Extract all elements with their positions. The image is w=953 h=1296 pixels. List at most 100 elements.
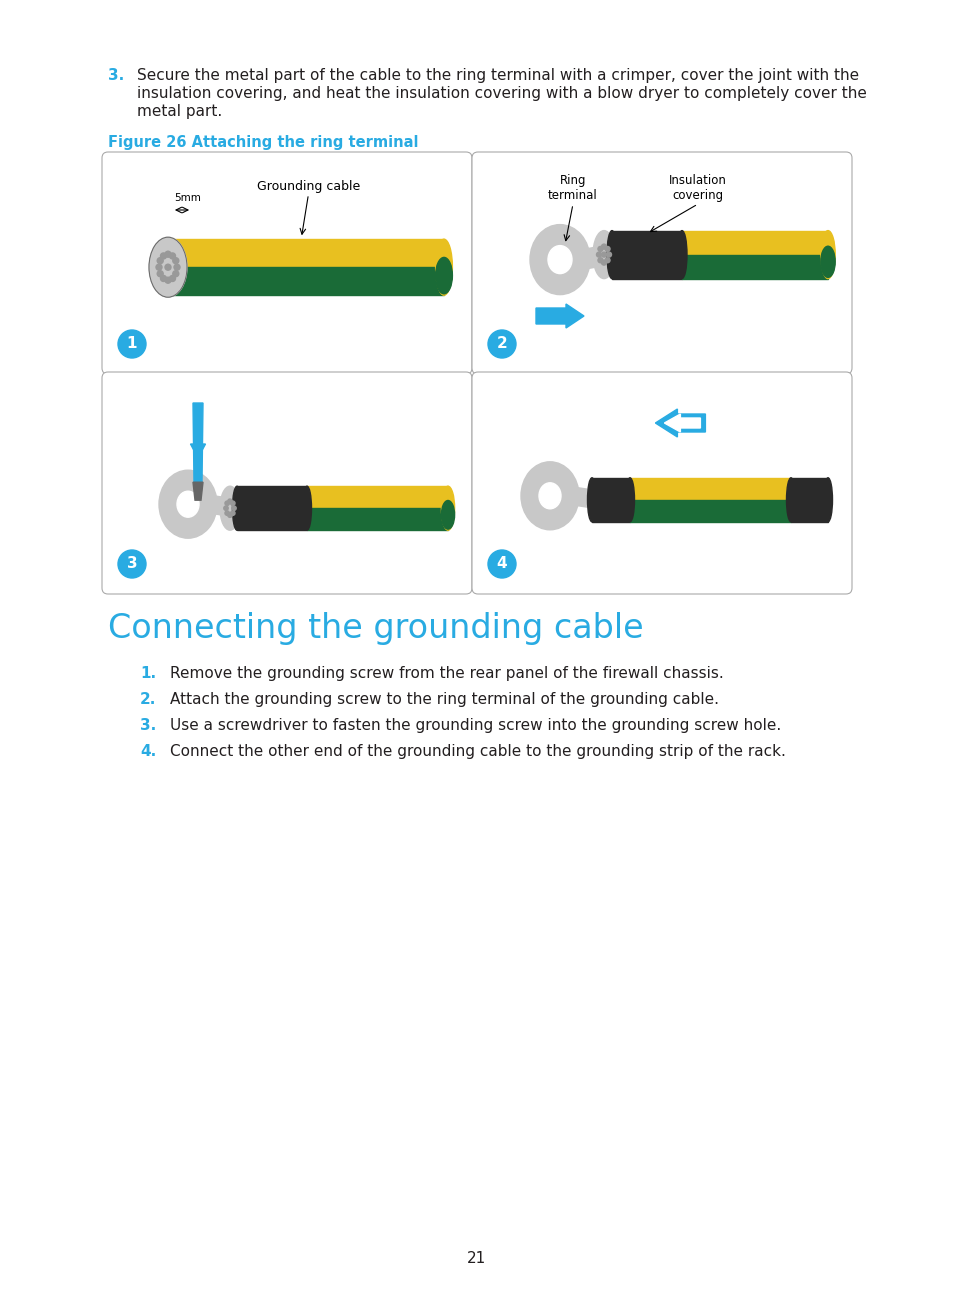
Ellipse shape — [436, 258, 452, 294]
Ellipse shape — [530, 224, 589, 294]
Ellipse shape — [822, 478, 832, 522]
Text: 4: 4 — [497, 556, 507, 572]
Text: 1: 1 — [127, 337, 137, 351]
Circle shape — [118, 330, 146, 358]
Circle shape — [488, 550, 516, 578]
Circle shape — [173, 264, 180, 270]
Polygon shape — [790, 478, 827, 522]
FancyBboxPatch shape — [472, 372, 851, 594]
Circle shape — [604, 258, 609, 263]
Text: insulation covering, and heat the insulation covering with a blow dryer to compl: insulation covering, and heat the insula… — [137, 86, 866, 101]
Circle shape — [118, 550, 146, 578]
Circle shape — [172, 271, 178, 277]
Ellipse shape — [233, 486, 241, 530]
Ellipse shape — [593, 231, 615, 279]
Text: 2: 2 — [497, 337, 507, 351]
Text: 5mm: 5mm — [173, 193, 201, 203]
Polygon shape — [193, 482, 203, 500]
Text: Ring
terminal: Ring terminal — [548, 174, 598, 202]
Ellipse shape — [538, 483, 560, 509]
Circle shape — [231, 511, 234, 516]
Polygon shape — [572, 487, 598, 509]
Ellipse shape — [436, 240, 452, 295]
Polygon shape — [170, 267, 443, 295]
Text: Connecting the grounding cable: Connecting the grounding cable — [108, 612, 643, 645]
Polygon shape — [307, 486, 448, 508]
Circle shape — [160, 276, 167, 281]
Circle shape — [598, 258, 602, 263]
Circle shape — [156, 264, 162, 270]
Polygon shape — [681, 254, 827, 279]
Circle shape — [165, 277, 171, 284]
Polygon shape — [307, 508, 448, 530]
FancyBboxPatch shape — [102, 152, 472, 375]
Polygon shape — [681, 231, 827, 254]
Ellipse shape — [177, 491, 199, 517]
Circle shape — [157, 271, 163, 277]
Text: Connect the other end of the grounding cable to the grounding strip of the rack.: Connect the other end of the grounding c… — [170, 744, 785, 759]
Ellipse shape — [441, 500, 455, 529]
Text: 21: 21 — [467, 1251, 486, 1266]
Ellipse shape — [606, 231, 617, 279]
Circle shape — [225, 511, 229, 516]
Polygon shape — [193, 403, 203, 482]
Circle shape — [488, 330, 516, 358]
Ellipse shape — [441, 486, 455, 530]
Circle shape — [601, 253, 606, 257]
Polygon shape — [592, 478, 629, 522]
Circle shape — [157, 258, 163, 263]
Ellipse shape — [547, 246, 572, 273]
Circle shape — [596, 253, 601, 257]
Text: 3.: 3. — [140, 718, 156, 734]
Text: 3.: 3. — [108, 67, 124, 83]
Text: 1.: 1. — [140, 666, 156, 680]
Text: metal part.: metal part. — [137, 104, 222, 119]
Ellipse shape — [587, 478, 596, 522]
Polygon shape — [581, 245, 609, 270]
Polygon shape — [612, 231, 681, 279]
Circle shape — [604, 246, 609, 251]
Polygon shape — [236, 486, 307, 530]
Polygon shape — [170, 240, 443, 267]
Circle shape — [601, 244, 606, 249]
Circle shape — [232, 505, 236, 511]
FancyArrow shape — [536, 305, 583, 328]
Text: Insulation
covering: Insulation covering — [668, 174, 726, 202]
Ellipse shape — [520, 461, 578, 530]
Circle shape — [170, 253, 175, 259]
Text: 2.: 2. — [140, 692, 156, 708]
Ellipse shape — [785, 478, 795, 522]
Text: 3: 3 — [127, 556, 137, 572]
Ellipse shape — [625, 478, 634, 522]
Text: 4.: 4. — [140, 744, 156, 759]
Circle shape — [165, 264, 171, 270]
Circle shape — [598, 246, 602, 251]
Text: Remove the grounding screw from the rear panel of the firewall chassis.: Remove the grounding screw from the rear… — [170, 666, 723, 680]
FancyArrow shape — [663, 413, 700, 432]
Ellipse shape — [820, 246, 834, 277]
Text: Secure the metal part of the cable to the ring terminal with a crimper, cover th: Secure the metal part of the cable to th… — [137, 67, 859, 83]
Text: Use a screwdriver to fasten the grounding screw into the grounding screw hole.: Use a screwdriver to fasten the groundin… — [170, 718, 781, 734]
Ellipse shape — [677, 231, 686, 279]
Circle shape — [228, 513, 232, 517]
Circle shape — [170, 276, 175, 281]
Text: Grounding cable: Grounding cable — [256, 180, 359, 193]
Text: Figure 26 Attaching the ring terminal: Figure 26 Attaching the ring terminal — [108, 135, 418, 150]
Circle shape — [231, 502, 234, 505]
Circle shape — [224, 505, 228, 511]
Ellipse shape — [820, 231, 834, 279]
FancyArrow shape — [191, 433, 205, 457]
Polygon shape — [629, 478, 790, 500]
Circle shape — [160, 253, 167, 259]
Circle shape — [225, 502, 229, 505]
Circle shape — [606, 253, 611, 257]
Polygon shape — [210, 495, 235, 517]
FancyArrow shape — [655, 410, 704, 437]
FancyBboxPatch shape — [472, 152, 851, 375]
FancyBboxPatch shape — [102, 372, 472, 594]
Ellipse shape — [159, 470, 216, 538]
Circle shape — [172, 258, 178, 263]
Ellipse shape — [220, 486, 240, 530]
Ellipse shape — [302, 486, 312, 530]
Text: Attach the grounding screw to the ring terminal of the grounding cable.: Attach the grounding screw to the ring t… — [170, 692, 719, 708]
